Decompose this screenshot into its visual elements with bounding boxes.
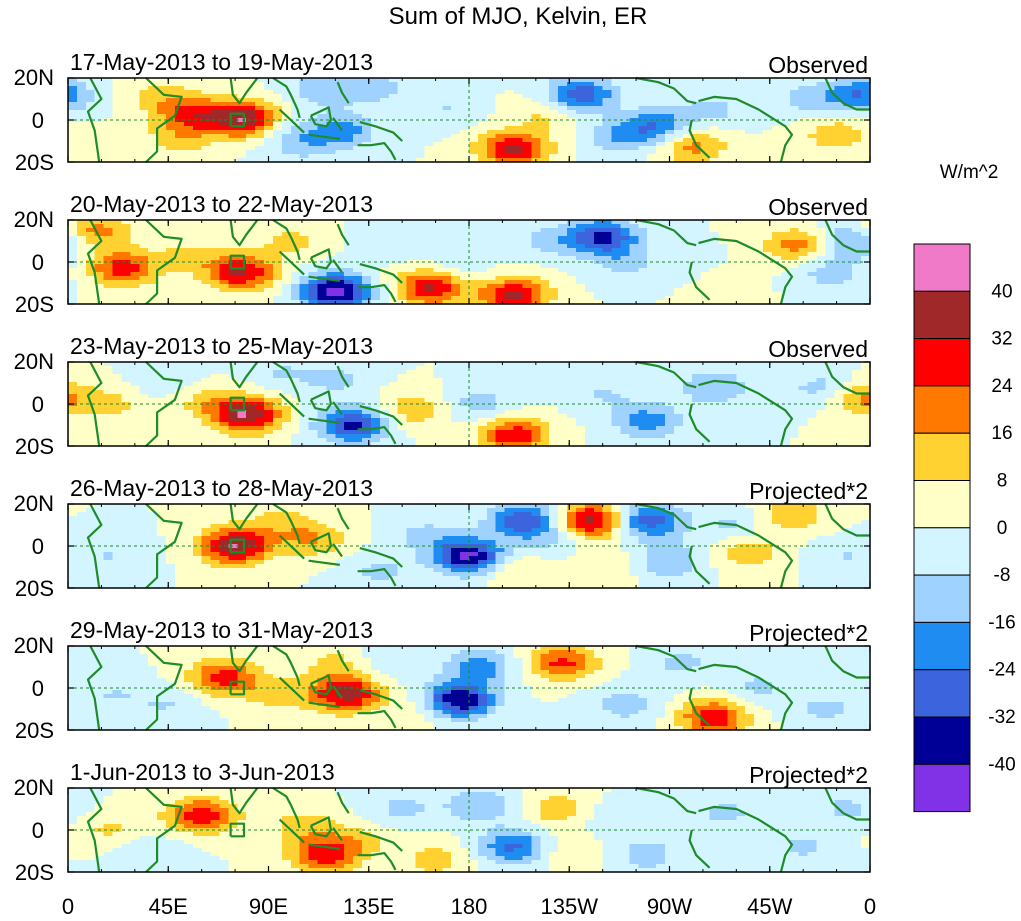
panel-4: 20N 0 20S 26-May-2013 to 28-May-2013 Project… bbox=[14, 475, 871, 601]
colorbar-swatch bbox=[913, 716, 971, 765]
y-tick-label: 0 bbox=[32, 108, 44, 133]
y-tick-label: 20S bbox=[15, 718, 54, 743]
x-tick-label: 180 bbox=[451, 894, 488, 919]
x-tick-label: 0 bbox=[62, 894, 74, 919]
y-tick-label: 20S bbox=[15, 434, 54, 459]
coastlines bbox=[86, 502, 870, 589]
y-tick-label: 20S bbox=[15, 292, 54, 317]
colorbar-level-label: -8 bbox=[994, 565, 1011, 586]
panel-label: Observed bbox=[768, 194, 868, 220]
colorbar-swatch bbox=[913, 290, 971, 340]
y-tick-label: 20N bbox=[14, 207, 54, 232]
x-tick-label: 45E bbox=[149, 894, 188, 919]
x-tick-label: 135W bbox=[541, 894, 599, 919]
panel-label: Observed bbox=[768, 336, 868, 362]
panel-period: 17-May-2013 to 19-May-2013 bbox=[70, 49, 373, 75]
panel-period: 29-May-2013 to 31-May-2013 bbox=[70, 617, 373, 643]
y-tick-label: 0 bbox=[32, 676, 44, 701]
colorbar-level-label: -32 bbox=[988, 707, 1015, 728]
y-tick-label: 0 bbox=[32, 534, 44, 559]
panel-period: 20-May-2013 to 22-May-2013 bbox=[70, 191, 373, 217]
y-tick-label: 20S bbox=[15, 150, 54, 175]
colorbar-unit-label: W/m^2 bbox=[940, 162, 999, 183]
colorbar-swatch bbox=[913, 243, 971, 292]
contour-field bbox=[68, 504, 871, 589]
colorbar-swatch bbox=[913, 432, 971, 482]
colorbar-swatch bbox=[913, 763, 971, 813]
colorbar-swatch bbox=[913, 574, 971, 623]
colorbar-swatch bbox=[913, 527, 971, 576]
x-tick-label: 90W bbox=[647, 894, 692, 919]
x-tick-label: 45W bbox=[747, 894, 792, 919]
x-tick-label: 0 bbox=[864, 894, 876, 919]
y-tick-label: 20N bbox=[14, 491, 54, 516]
colorbar-level-label: 8 bbox=[997, 471, 1008, 492]
colorbar-level-label: -24 bbox=[988, 660, 1016, 681]
panel-3: 20N 0 20S 23-May-2013 to 25-May-2013 Observe… bbox=[14, 333, 871, 459]
coastlines bbox=[86, 218, 870, 305]
y-tick-label: 20N bbox=[14, 775, 54, 800]
contour-field bbox=[68, 788, 871, 873]
x-tick-label: 90E bbox=[249, 894, 288, 919]
colorbar-swatch bbox=[913, 480, 971, 529]
y-tick-label: 0 bbox=[32, 818, 44, 843]
y-tick-label: 20N bbox=[14, 65, 54, 90]
y-tick-label: 20S bbox=[15, 860, 54, 885]
colorbar-swatch bbox=[913, 385, 971, 434]
coastlines bbox=[86, 76, 870, 163]
panel-1: 20N 0 20S 17-May-2013 to 19-May-2013 Observe… bbox=[14, 49, 871, 175]
colorbar-swatch bbox=[913, 338, 971, 387]
x-tick-label: 135E bbox=[343, 894, 394, 919]
chart-title: Sum of MJO, Kelvin, ER bbox=[389, 3, 648, 30]
y-tick-label: 20N bbox=[14, 349, 54, 374]
colorbar-level-label: -40 bbox=[988, 754, 1015, 775]
panel-5: 20N 0 20S 29-May-2013 to 31-May-2013 Project… bbox=[14, 617, 871, 743]
coastlines bbox=[86, 644, 870, 731]
colorbar-level-label: 32 bbox=[991, 329, 1012, 350]
colorbar-swatch bbox=[913, 621, 971, 671]
panel-label: Projected*2 bbox=[749, 620, 868, 646]
panel-period: 23-May-2013 to 25-May-2013 bbox=[70, 333, 373, 359]
panel-label: Projected*2 bbox=[749, 762, 868, 788]
panel-label: Observed bbox=[768, 52, 868, 78]
y-tick-label: 0 bbox=[32, 250, 44, 275]
colorbar-level-label: 24 bbox=[991, 376, 1013, 397]
panel-label: Projected*2 bbox=[749, 478, 868, 504]
panel-2: 20N 0 20S 20-May-2013 to 22-May-2013 Observe… bbox=[14, 191, 871, 317]
colorbar-level-label: 40 bbox=[991, 281, 1012, 302]
colorbar-level-label: 0 bbox=[997, 518, 1008, 539]
y-tick-label: 20N bbox=[14, 633, 54, 658]
colorbar-level-label: -16 bbox=[988, 612, 1015, 633]
y-tick-label: 0 bbox=[32, 392, 44, 417]
panel-period: 1-Jun-2013 to 3-Jun-2013 bbox=[70, 759, 335, 785]
panel-period: 26-May-2013 to 28-May-2013 bbox=[70, 475, 373, 501]
colorbar-swatch bbox=[913, 669, 971, 718]
colorbar-level-label: 16 bbox=[991, 423, 1012, 444]
y-tick-label: 20S bbox=[15, 576, 54, 601]
coastlines bbox=[86, 360, 870, 447]
panel-6: 20N 0 20S 1-Jun-2013 to 3-Jun-2013 Projected… bbox=[14, 759, 871, 885]
contour-field bbox=[68, 220, 871, 305]
